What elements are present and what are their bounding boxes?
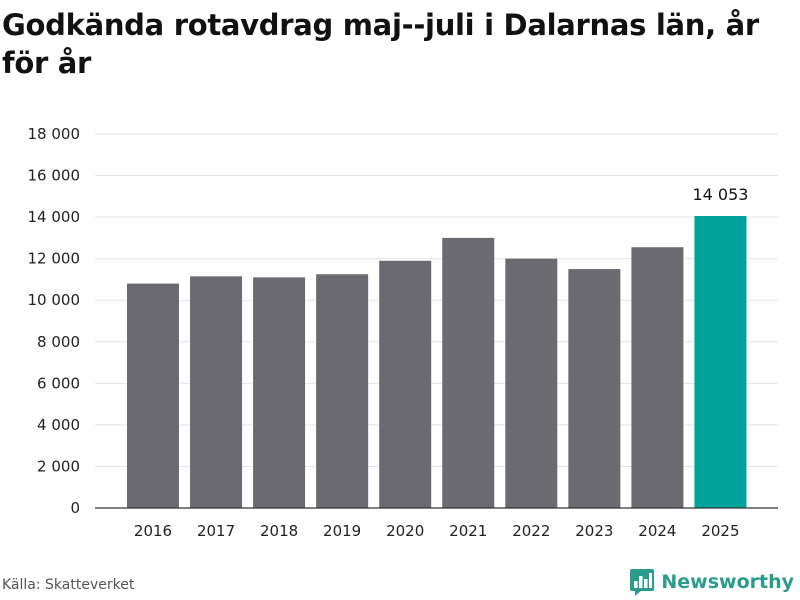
y-tick-label: 18 000	[28, 125, 81, 143]
y-tick-label: 0	[70, 499, 80, 517]
x-tick-label: 2023	[575, 522, 613, 540]
bar	[505, 258, 558, 508]
y-tick-label: 14 000	[28, 208, 81, 226]
x-tick-label: 2019	[323, 522, 361, 540]
bar	[127, 283, 179, 508]
y-tick-label: 12 000	[28, 250, 81, 268]
bar	[631, 247, 684, 508]
bar	[694, 216, 747, 508]
data-label: 14 053	[692, 185, 748, 204]
x-tick-label: 2021	[449, 522, 487, 540]
source-note: Källa: Skatteverket	[2, 577, 135, 593]
x-tick-label: 2025	[701, 522, 739, 540]
x-tick-label: 2022	[512, 522, 550, 540]
bar	[253, 277, 306, 508]
chart-title: Godkända rotavdrag maj--juli i Dalarnas …	[2, 8, 759, 80]
y-tick-label: 8 000	[37, 333, 80, 351]
bar	[568, 269, 621, 508]
brand-logo: Newsworthy	[629, 568, 794, 596]
bar	[442, 237, 495, 508]
x-tick-label: 2020	[386, 522, 424, 540]
bar	[316, 274, 369, 508]
y-tick-label: 16 000	[28, 167, 81, 185]
y-tick-label: 4 000	[37, 416, 80, 434]
y-tick-label: 6 000	[37, 374, 80, 392]
x-tick-label: 2024	[638, 522, 676, 540]
x-tick-label: 2016	[134, 522, 172, 540]
bar	[190, 276, 243, 508]
bar	[379, 260, 432, 508]
x-tick-label: 2017	[197, 522, 235, 540]
y-tick-label: 10 000	[28, 291, 81, 309]
brand-name: Newsworthy	[661, 571, 794, 593]
x-tick-label: 2018	[260, 522, 298, 540]
bar-chart-logo-icon	[630, 569, 655, 596]
y-tick-label: 2 000	[37, 457, 80, 475]
